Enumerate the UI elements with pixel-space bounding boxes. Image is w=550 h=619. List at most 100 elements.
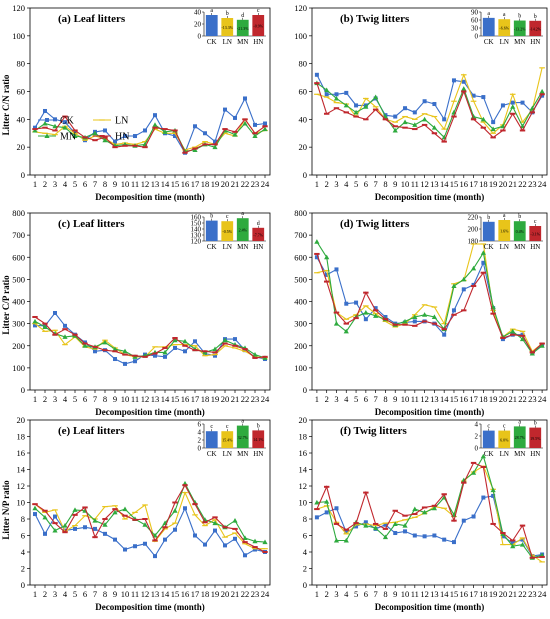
inset-bar-hn <box>529 427 542 448</box>
data-point-mn <box>422 116 428 122</box>
data-point-mn <box>510 328 516 334</box>
x-tick-label: 2 <box>43 394 47 404</box>
data-point-mn <box>470 265 477 271</box>
x-tick-label: 13 <box>430 589 439 599</box>
data-point-mn <box>62 334 68 339</box>
x-tick-label: 8 <box>103 589 107 599</box>
x-tick-label: 18 <box>201 394 210 404</box>
data-point-mn <box>142 522 148 527</box>
data-point-hn <box>353 522 359 525</box>
data-point-ck <box>33 125 37 130</box>
inset-significance-letter: d <box>241 13 244 19</box>
x-tick-label: 5 <box>354 179 358 189</box>
x-tick-label: 24 <box>538 589 547 599</box>
inset-category-label: LN <box>500 38 509 46</box>
data-point-ck <box>53 311 57 316</box>
data-point-mn <box>102 522 108 527</box>
inset-significance-letter: b <box>257 423 260 429</box>
x-tick-label: 23 <box>251 589 260 599</box>
data-point-hn <box>314 82 320 85</box>
data-point-mn <box>519 336 526 342</box>
data-point-ck <box>43 108 47 113</box>
x-tick-label: 4 <box>63 394 68 404</box>
data-point-ck <box>213 528 217 533</box>
data-point-mn <box>412 506 418 512</box>
data-point-ck <box>354 103 359 108</box>
x-tick-label: 2 <box>325 179 329 189</box>
data-point-hn <box>363 491 369 494</box>
inset-category-label: MN <box>237 450 248 458</box>
y-tick-label: 10 <box>299 498 308 508</box>
data-point-hn <box>353 115 359 118</box>
data-point-ck <box>233 337 237 342</box>
inset-y-tick-label: 30 <box>471 24 479 32</box>
plot-frame <box>311 419 548 586</box>
data-point-mn <box>539 343 545 348</box>
x-tick-label: 12 <box>141 394 150 404</box>
data-point-ck <box>403 529 408 534</box>
x-tick-label: 13 <box>151 589 160 599</box>
data-point-hn <box>519 524 526 527</box>
inset-significance-letter: a <box>487 11 490 17</box>
inset-y-tick-label: 6 <box>198 420 202 428</box>
data-point-mn <box>461 276 467 282</box>
inset-change-label: 28.7% <box>515 435 526 440</box>
data-point-hn <box>112 350 118 353</box>
data-point-ck <box>344 90 349 95</box>
x-tick-label: 2 <box>43 179 47 189</box>
inset-significance-letter: a <box>241 419 244 425</box>
data-point-ck <box>520 100 525 105</box>
x-tick-label: 16 <box>181 179 190 189</box>
data-point-mn <box>422 509 428 515</box>
data-point-ck <box>461 79 466 84</box>
inset-category-label: MN <box>514 38 525 46</box>
data-point-hn <box>343 111 349 114</box>
data-point-hn <box>182 484 188 487</box>
data-point-mn <box>52 527 58 533</box>
y-tick-label: 100 <box>12 363 25 373</box>
x-tick-label: 18 <box>479 179 488 189</box>
data-point-ck <box>123 547 127 552</box>
data-point-ck <box>491 493 496 498</box>
y-tick-label: 600 <box>294 252 307 262</box>
data-point-ck <box>324 272 329 277</box>
data-point-ck <box>233 536 237 541</box>
x-tick-label: 5 <box>73 179 77 189</box>
data-point-hn <box>162 128 168 131</box>
y-axis-label-cn: Litter C/N ratio <box>1 74 11 135</box>
y-tick-label: 20 <box>299 142 308 152</box>
chart-title: (c) Leaf litters <box>58 218 125 230</box>
data-point-ck <box>253 122 257 127</box>
y-tick-label: 16 <box>299 448 308 458</box>
data-point-hn <box>510 112 516 115</box>
data-point-hn <box>490 522 496 525</box>
data-point-ck <box>451 540 456 545</box>
x-tick-label: 9 <box>393 589 397 599</box>
x-tick-label: 3 <box>334 394 338 404</box>
inset-significance-letter: c <box>503 424 506 430</box>
plot-frame <box>311 212 548 391</box>
data-point-hn <box>142 355 148 358</box>
data-point-mn <box>470 113 477 119</box>
inset-significance-letter: b <box>534 421 537 427</box>
inset-significance-letter: c <box>226 214 229 220</box>
data-point-hn <box>202 143 208 146</box>
inset-bar-mn <box>236 19 249 36</box>
data-point-ck <box>193 533 197 538</box>
data-point-mn <box>112 346 118 352</box>
x-tick-label: 24 <box>261 589 270 599</box>
inset-bar-hn <box>252 430 265 448</box>
legend-label-ln: LN <box>115 116 128 127</box>
data-point-ck <box>33 323 37 328</box>
x-tick-label: 3 <box>334 589 338 599</box>
chart-title: (a) Leaf litters <box>58 13 126 25</box>
data-point-mn <box>343 537 349 543</box>
data-point-hn <box>490 312 496 315</box>
data-point-ck <box>393 531 398 536</box>
data-point-hn <box>182 344 188 347</box>
data-point-mn <box>324 499 330 504</box>
inset-y-tick-label: 140 <box>191 225 202 233</box>
x-tick-label: 15 <box>450 179 459 189</box>
